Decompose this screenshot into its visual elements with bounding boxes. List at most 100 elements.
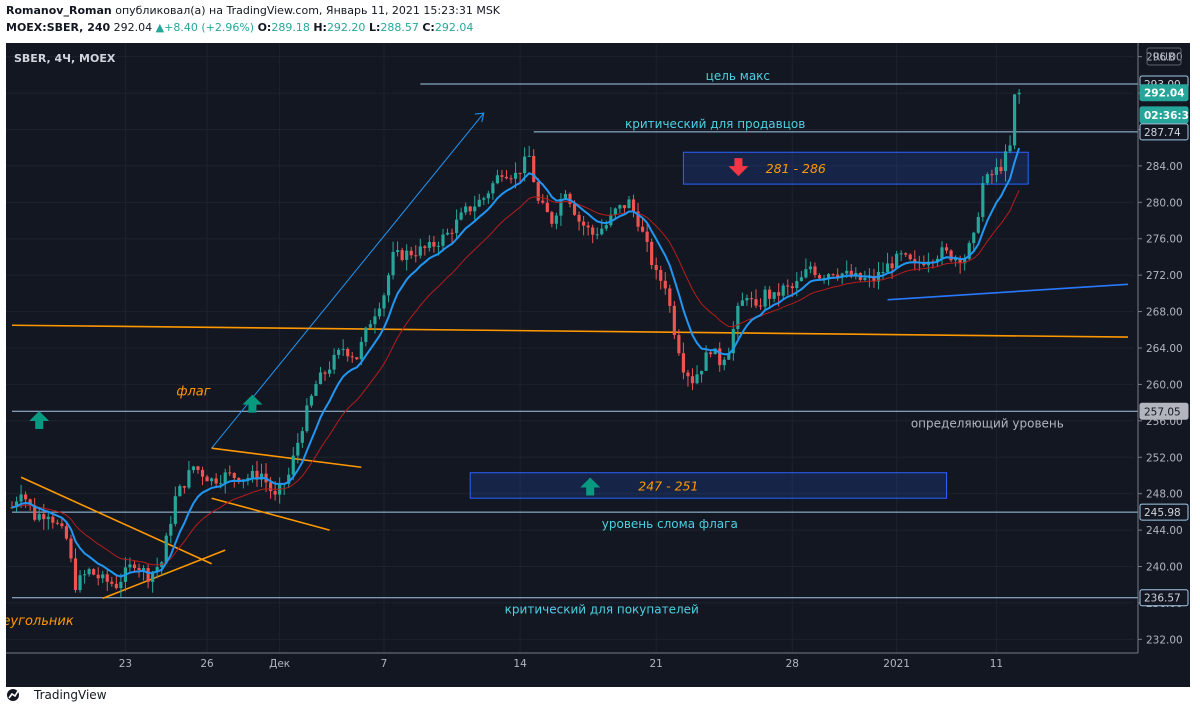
candle-body [182, 486, 186, 488]
candle-body [14, 501, 19, 508]
candle-body [845, 270, 849, 274]
down-arrow-icon [728, 158, 749, 177]
publish-info: Romanov_Roman опубликовал(а) на TradingV… [6, 4, 500, 17]
candle-body [913, 259, 917, 262]
candle-body [46, 516, 50, 520]
price-change: +8.40 (+2.96%) [164, 21, 255, 34]
candle-body [908, 254, 912, 260]
price-label: 245.98 [1144, 507, 1181, 519]
candle-body [323, 372, 327, 374]
candle-body [695, 374, 699, 384]
candle-body [985, 174, 989, 184]
candle-body [713, 348, 717, 355]
candle-body [768, 289, 772, 299]
candle-body [709, 352, 713, 355]
candle-body [972, 232, 976, 244]
time-tick-label: 7 [381, 658, 388, 670]
candle-body [1008, 145, 1012, 152]
candle-body [432, 241, 436, 247]
candle-body [73, 558, 78, 591]
price-tick-label: 232.00 [1146, 634, 1183, 646]
zone-label: 281 - 286 [766, 161, 826, 176]
candle-body [214, 478, 218, 484]
price-tick-label: 252.00 [1146, 452, 1183, 464]
candle-body [826, 274, 831, 278]
price-label: 236.57 [1144, 593, 1181, 605]
candle-body [19, 494, 23, 502]
chart-panel[interactable]: цель макс критический для продавцов опреде… [6, 43, 1190, 687]
currency-badge[interactable]: RUB [1153, 52, 1175, 64]
trend-arrowhead-icon [474, 112, 485, 123]
candle-body [885, 263, 890, 272]
currency-badge-frame[interactable] [1146, 47, 1182, 66]
candle-body [636, 211, 640, 227]
price-label-box [1139, 123, 1189, 141]
candle-body [82, 574, 87, 576]
trend-line-horizontal-support [11, 324, 1129, 338]
candle-body [450, 232, 454, 234]
author-name[interactable]: Romanov_Roman [6, 4, 112, 17]
candle-body [146, 568, 150, 582]
candle-body [173, 496, 177, 524]
candle-body [37, 514, 41, 520]
candle-body [763, 289, 767, 307]
price-label: 02:36:31 [1144, 110, 1190, 122]
candle-body [473, 206, 477, 212]
candle-body [600, 228, 604, 235]
candle-body [1017, 92, 1021, 95]
candle-body [663, 280, 667, 289]
candle-body [464, 206, 468, 213]
candle-body [577, 214, 581, 222]
price-tick-label: 276.00 [1146, 234, 1183, 246]
candle-body [790, 286, 794, 289]
candle-body [318, 372, 323, 385]
price-chart[interactable]: цель макс критический для продавцов опреде… [6, 43, 1190, 687]
candle-body [836, 274, 840, 278]
candle-body [559, 198, 563, 216]
candle-body [563, 193, 568, 199]
price-tick-label: 268.00 [1146, 307, 1183, 319]
candle-body [477, 199, 481, 207]
candle-body [536, 181, 540, 201]
candle-body [368, 324, 372, 328]
candle-body [210, 478, 214, 482]
candle-body [92, 569, 96, 575]
candle-body [400, 250, 404, 260]
price-tick-label: 248.00 [1146, 489, 1183, 501]
candle-body [799, 277, 803, 282]
candle-body [228, 472, 232, 474]
price-axis-bg [1138, 43, 1190, 687]
candle-body [141, 568, 146, 571]
candle-body [704, 352, 708, 371]
candle-body [958, 258, 962, 264]
candle-body [24, 494, 28, 500]
trend-line-triangle-upper [20, 476, 212, 565]
candle-body [332, 354, 336, 370]
candle-body [33, 505, 37, 520]
candle-body [164, 535, 168, 563]
candle-body [250, 470, 255, 479]
price-tick-label: 240.00 [1146, 562, 1183, 574]
candle-body [618, 205, 622, 209]
candle-body [718, 348, 722, 366]
candle-body [132, 564, 137, 569]
time-tick-label: 11 [990, 658, 1003, 670]
low-label: L: [368, 21, 381, 34]
candle-body [591, 227, 595, 235]
candle-body [677, 334, 681, 354]
close-value: 292.04 [434, 21, 474, 34]
candle-body [722, 359, 726, 366]
candle-body [777, 292, 781, 296]
price-label-box [1139, 402, 1189, 420]
candle-body [981, 183, 985, 217]
price-label-box [1139, 589, 1189, 607]
candle-body [69, 538, 73, 559]
candle-body [1003, 151, 1008, 172]
candle-body [822, 277, 826, 279]
up-arrow-icon [580, 477, 601, 496]
symbol-label[interactable]: MOEX:SBER, 240 [6, 21, 111, 34]
candle-body [949, 250, 953, 261]
candle-body [518, 172, 522, 174]
high-label: H: [313, 21, 327, 34]
zone-box [469, 472, 948, 499]
